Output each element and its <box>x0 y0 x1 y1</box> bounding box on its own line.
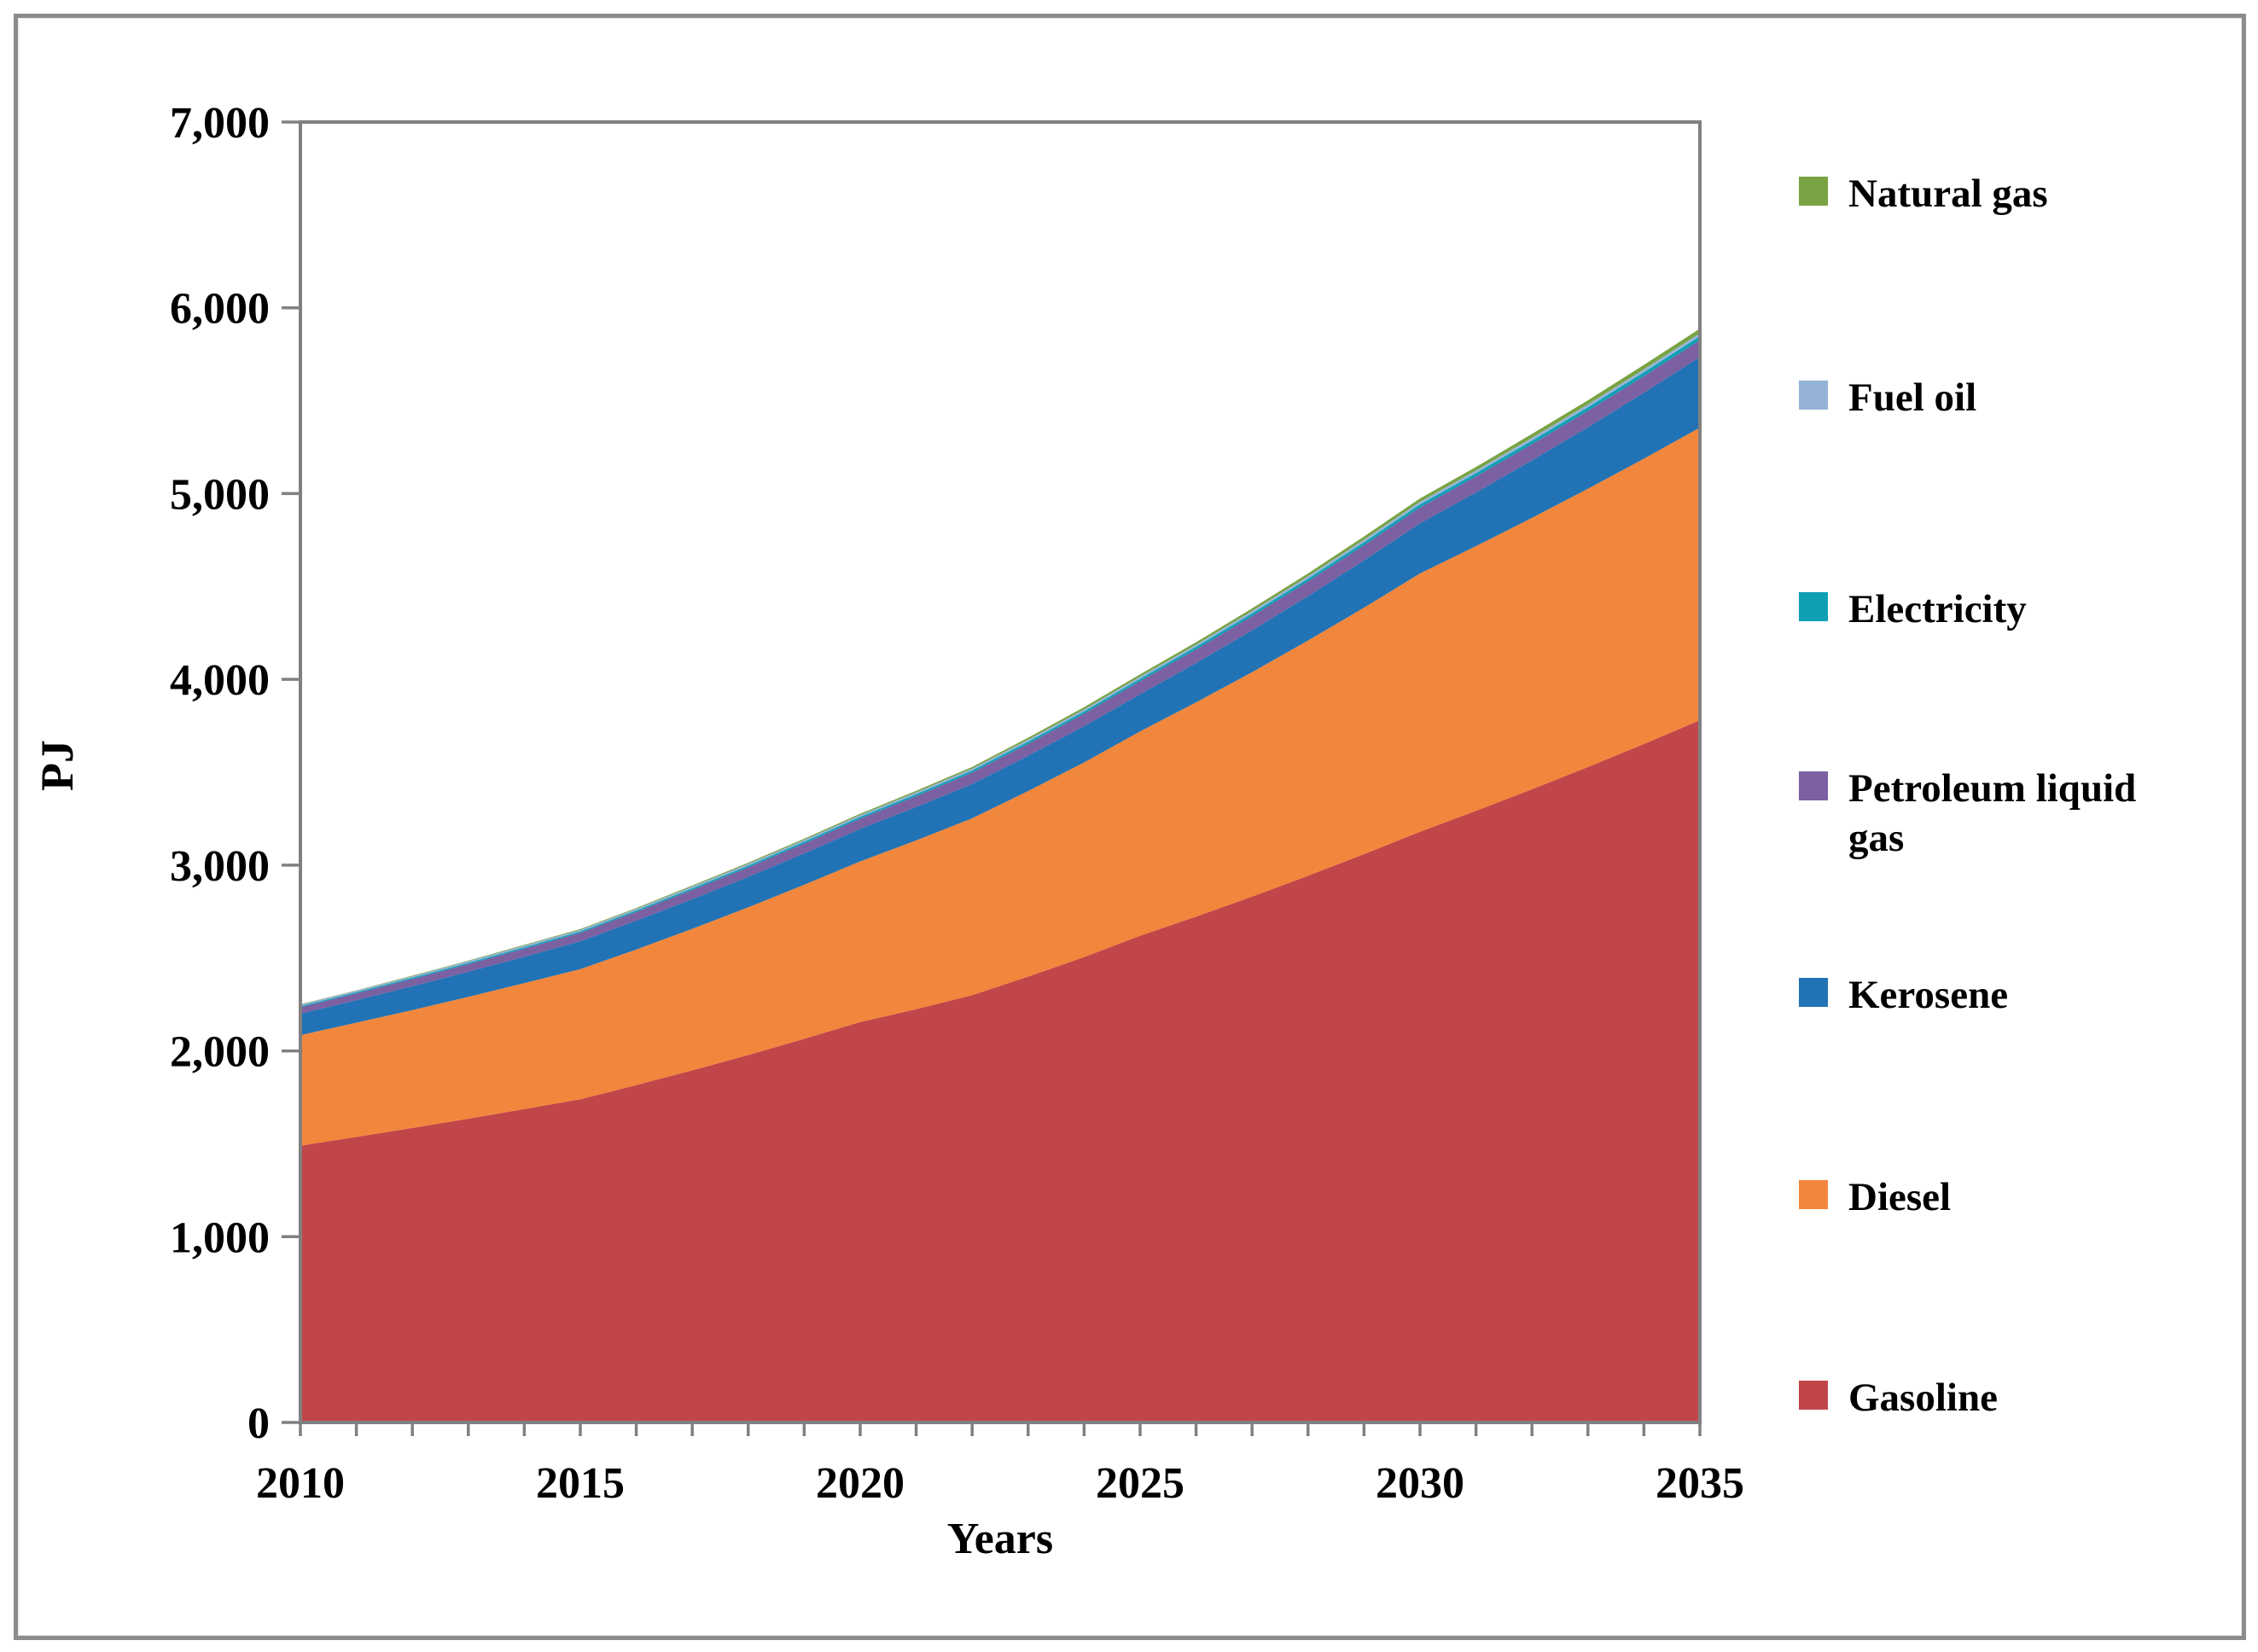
legend-label: Natural gas <box>1848 172 2048 216</box>
legend-swatch-fuel-oil <box>1799 381 1828 410</box>
plot-border <box>299 120 1702 1424</box>
x-tick-label: 2015 <box>536 1459 625 1508</box>
figure-frame <box>14 14 2246 1640</box>
legend-label: Gasoline <box>1848 1376 1998 1420</box>
tick-labels-group: 0 1,000 2,000 3,000 4,000 5,000 6,000 7,000 2010… <box>170 99 1744 1508</box>
y-tick-label: 2,000 <box>170 1028 270 1077</box>
legend-swatch-electricity <box>1799 592 1828 621</box>
y-tick-label: 0 <box>247 1399 270 1448</box>
x-tick-label: 2020 <box>816 1459 905 1508</box>
area-diesel <box>300 428 1700 1146</box>
legend-swatch-kerosene <box>1799 978 1828 1007</box>
chart-legend: Natural gas Fuel oil Electricity Petroleum … <box>1799 0 2200 1652</box>
x-tick-label: 2025 <box>1096 1459 1184 1508</box>
legend-label: Diesel <box>1848 1175 1952 1219</box>
y-axis-title: PJ <box>32 740 83 791</box>
x-tick-label: 2035 <box>1656 1459 1744 1508</box>
area-gasoline <box>300 720 1700 1422</box>
legend-swatch-natural-gas <box>1799 177 1828 206</box>
legend-item-kerosene: Kerosene <box>1799 970 2198 1020</box>
y-tick-label: 1,000 <box>170 1213 270 1262</box>
legend-label: Petroleum liquid gas <box>1848 766 2137 860</box>
legend-label: Fuel oil <box>1848 375 1977 420</box>
legend-item-petroleum-liquid-gas: Petroleum liquid gas <box>1799 764 2198 863</box>
legend-item-electricity: Electricity <box>1799 585 2198 634</box>
y-tick-label: 4,000 <box>170 656 270 705</box>
x-axis-title: Years <box>947 1515 1053 1563</box>
area-series-group <box>300 329 1700 1422</box>
legend-swatch-gasoline <box>1799 1381 1828 1410</box>
y-tick-label: 3,000 <box>170 842 270 891</box>
legend-item-fuel-oil: Fuel oil <box>1799 373 2198 422</box>
legend-swatch-petroleum-liquid-gas <box>1799 771 1828 800</box>
legend-label: Kerosene <box>1848 973 2009 1017</box>
y-tick-label: 5,000 <box>170 470 270 519</box>
legend-item-natural-gas: Natural gas <box>1799 169 2198 218</box>
x-tick-label: 2030 <box>1376 1459 1464 1508</box>
x-tick-label: 2010 <box>256 1459 345 1508</box>
legend-item-gasoline: Gasoline <box>1799 1373 2198 1422</box>
legend-label: Electricity <box>1848 587 2027 631</box>
axes-group <box>282 120 1702 1436</box>
legend-item-diesel: Diesel <box>1799 1172 2198 1222</box>
y-tick-label: 7,000 <box>170 99 270 148</box>
legend-swatch-diesel <box>1799 1180 1828 1209</box>
y-tick-label: 6,000 <box>170 285 270 334</box>
